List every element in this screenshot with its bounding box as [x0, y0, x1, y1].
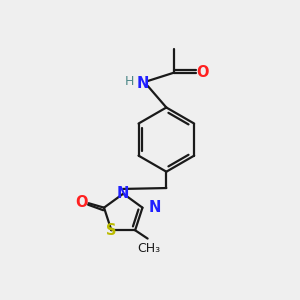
- Text: CH₃: CH₃: [137, 242, 161, 255]
- Text: O: O: [196, 65, 209, 80]
- Text: N: N: [136, 76, 149, 91]
- Text: H: H: [125, 75, 134, 88]
- Text: N: N: [149, 200, 161, 214]
- Text: O: O: [75, 195, 87, 210]
- Text: S: S: [106, 223, 116, 238]
- Text: N: N: [117, 186, 129, 201]
